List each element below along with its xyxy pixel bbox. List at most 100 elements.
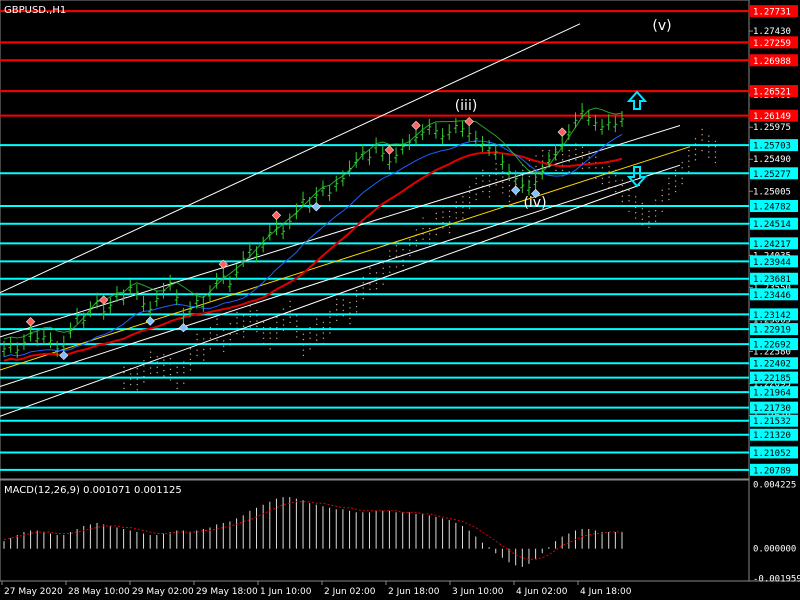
cloud-dot — [189, 353, 192, 355]
yellow-trend-line — [0, 146, 691, 371]
cloud-dot — [674, 175, 677, 177]
cloud-dot — [209, 327, 212, 329]
cloud-dot — [668, 198, 670, 201]
cloud-dot — [588, 161, 590, 164]
cloud-dot — [415, 229, 418, 231]
y-tick-label: 1.25975 — [753, 123, 791, 133]
cloud-dot — [362, 282, 364, 284]
cloud-dot — [329, 332, 331, 334]
cloud-dot — [528, 159, 531, 162]
cloud-dot — [502, 192, 504, 194]
cloud-dot — [249, 310, 251, 312]
cyan-level-label: 1.24782 — [753, 203, 791, 213]
cloud-dot — [595, 177, 597, 180]
cloud-dot — [708, 151, 710, 153]
macd-y-tick-label: 0.000000 — [753, 545, 796, 555]
cloud-dot — [428, 227, 431, 230]
cloud-dot — [316, 323, 318, 326]
cloud-dot — [634, 196, 637, 198]
cloud-dot — [163, 364, 165, 367]
cloud-dot — [688, 171, 690, 173]
cloud-dot — [568, 160, 570, 162]
cloud-dot — [615, 175, 617, 177]
cloud-dot — [256, 309, 258, 312]
cloud-dot — [216, 339, 218, 341]
cloud-dot — [329, 327, 331, 329]
cyan-level-box — [750, 237, 798, 250]
cloud-dot — [568, 149, 570, 152]
y-tick-label: 1.22095 — [753, 380, 791, 390]
cloud-dot — [535, 165, 537, 168]
cyan-level-box — [750, 288, 798, 301]
cloud-dot — [668, 188, 670, 190]
cloud-dot — [189, 358, 192, 361]
down-arrow-icon — [626, 166, 648, 188]
cloud-dot — [143, 365, 145, 367]
cloud-dot — [701, 139, 703, 141]
cloud-dot — [335, 309, 338, 311]
cloud-dot — [561, 169, 564, 172]
fractal-marker — [311, 202, 321, 212]
cloud-dot — [149, 351, 152, 353]
cloud-dot — [634, 217, 637, 219]
cloud-dot — [701, 134, 703, 136]
cloud-dot — [435, 233, 438, 236]
cloud-dot — [269, 337, 271, 339]
cloud-dot — [349, 307, 351, 309]
cloud-dot — [282, 319, 285, 321]
cloud-dot — [694, 159, 697, 161]
cloud-dot — [203, 338, 205, 340]
cloud-dot — [448, 231, 451, 234]
cloud-dot — [296, 320, 298, 322]
cloud-dot — [674, 169, 677, 172]
cloud-dot — [276, 321, 278, 324]
cloud-dot — [462, 217, 464, 219]
cloud-dot — [468, 202, 471, 204]
cloud-dot — [508, 179, 511, 182]
cloud-dot — [355, 290, 358, 292]
cloud-dot — [661, 194, 663, 197]
cloud-dot — [708, 140, 710, 143]
cloud-dot — [475, 198, 477, 201]
cloud-dot — [203, 348, 205, 351]
cloud-dot — [588, 156, 590, 158]
cloud-dot — [468, 207, 471, 209]
cloud-dot — [382, 262, 384, 264]
macd-signal-line — [3, 501, 622, 560]
cloud-dot — [335, 298, 338, 300]
cloud-dot — [641, 208, 644, 210]
channel-lower-line — [0, 164, 681, 387]
cloud-dot — [628, 200, 630, 202]
cloud-dot — [495, 179, 497, 181]
cloud-dot — [389, 255, 391, 258]
y-tick-label: 1.23065 — [753, 315, 791, 325]
cloud-dot — [236, 311, 238, 314]
cloud-dot — [588, 151, 590, 153]
macd-pane-frame — [0, 479, 750, 582]
cyan-level-box — [750, 323, 798, 336]
cloud-dot — [575, 148, 577, 151]
cloud-dot — [601, 167, 604, 169]
cloud-dot — [355, 311, 358, 313]
cloud-dot — [628, 194, 630, 197]
cyan-level-label: 1.20789 — [753, 466, 791, 476]
red-level-label: 1.27731 — [753, 8, 791, 18]
cloud-dot — [316, 334, 318, 336]
cloud-dot — [628, 189, 630, 191]
fractal-marker — [271, 210, 282, 220]
cloud-dot — [442, 211, 444, 213]
cloud-dot — [508, 200, 511, 203]
cloud-dot — [448, 210, 451, 213]
cloud-dot — [189, 364, 192, 366]
cloud-dot — [561, 159, 564, 161]
red-level-box — [750, 36, 798, 49]
main-pane-frame — [0, 0, 750, 480]
cloud-dot — [242, 336, 245, 338]
cloud-dot — [196, 338, 198, 341]
cloud-dot — [369, 288, 371, 291]
cloud-dot — [628, 210, 630, 213]
fractal-marker — [99, 295, 109, 305]
cloud-dot — [269, 348, 271, 350]
